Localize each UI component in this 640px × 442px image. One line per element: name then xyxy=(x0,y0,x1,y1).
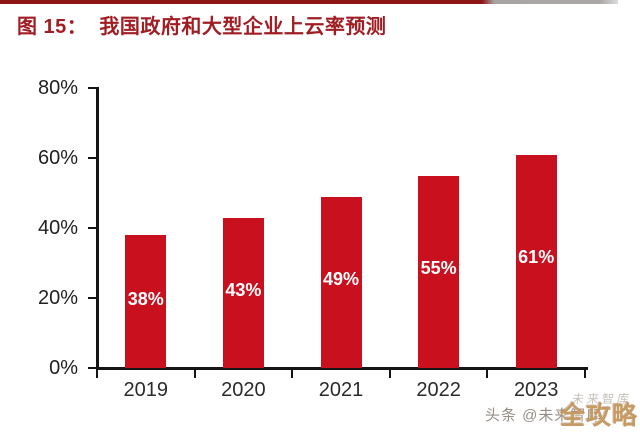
bar-value-label: 43% xyxy=(225,279,262,300)
bar-value-label: 55% xyxy=(420,257,457,278)
x-axis xyxy=(96,367,588,370)
bar-2021: 49% xyxy=(320,196,362,368)
bar-2022: 55% xyxy=(418,175,460,368)
x-axis-label-2019: 2019 xyxy=(123,379,169,401)
y-axis-tick xyxy=(88,367,97,369)
x-axis-tick xyxy=(584,370,586,378)
y-axis-label: 80% xyxy=(37,77,78,99)
y-axis-tick xyxy=(88,87,97,89)
bar-value-label: 49% xyxy=(322,268,360,289)
y-axis-label: 40% xyxy=(37,217,78,239)
bar-value-label: 38% xyxy=(127,288,164,309)
x-axis-label-2022: 2022 xyxy=(416,379,461,401)
y-axis-tick xyxy=(88,297,97,299)
x-axis-tick xyxy=(291,370,294,378)
x-axis-tick xyxy=(486,370,489,378)
x-axis-label-2023: 2023 xyxy=(513,379,559,401)
y-axis-tick xyxy=(88,227,97,229)
x-axis-tick xyxy=(388,370,391,378)
y-axis-label: 20% xyxy=(37,287,78,309)
y-axis-label: 60% xyxy=(37,147,78,169)
x-axis-tick xyxy=(96,370,98,378)
bar-2019: 38% xyxy=(125,235,167,368)
y-axis-label: 0% xyxy=(49,357,78,379)
bar-2020: 43% xyxy=(222,217,264,368)
y-axis xyxy=(96,87,99,369)
x-axis-label-2021: 2021 xyxy=(318,379,364,401)
bar-2023: 61% xyxy=(515,154,557,368)
y-axis-tick xyxy=(88,157,97,159)
figure-title: 图 15： 我国政府和大型企业上云率预测 xyxy=(17,16,387,38)
bar-value-label: 61% xyxy=(518,246,555,267)
x-axis-label-2020: 2020 xyxy=(221,379,266,401)
top-rule xyxy=(0,0,618,4)
x-axis-tick xyxy=(193,370,196,378)
